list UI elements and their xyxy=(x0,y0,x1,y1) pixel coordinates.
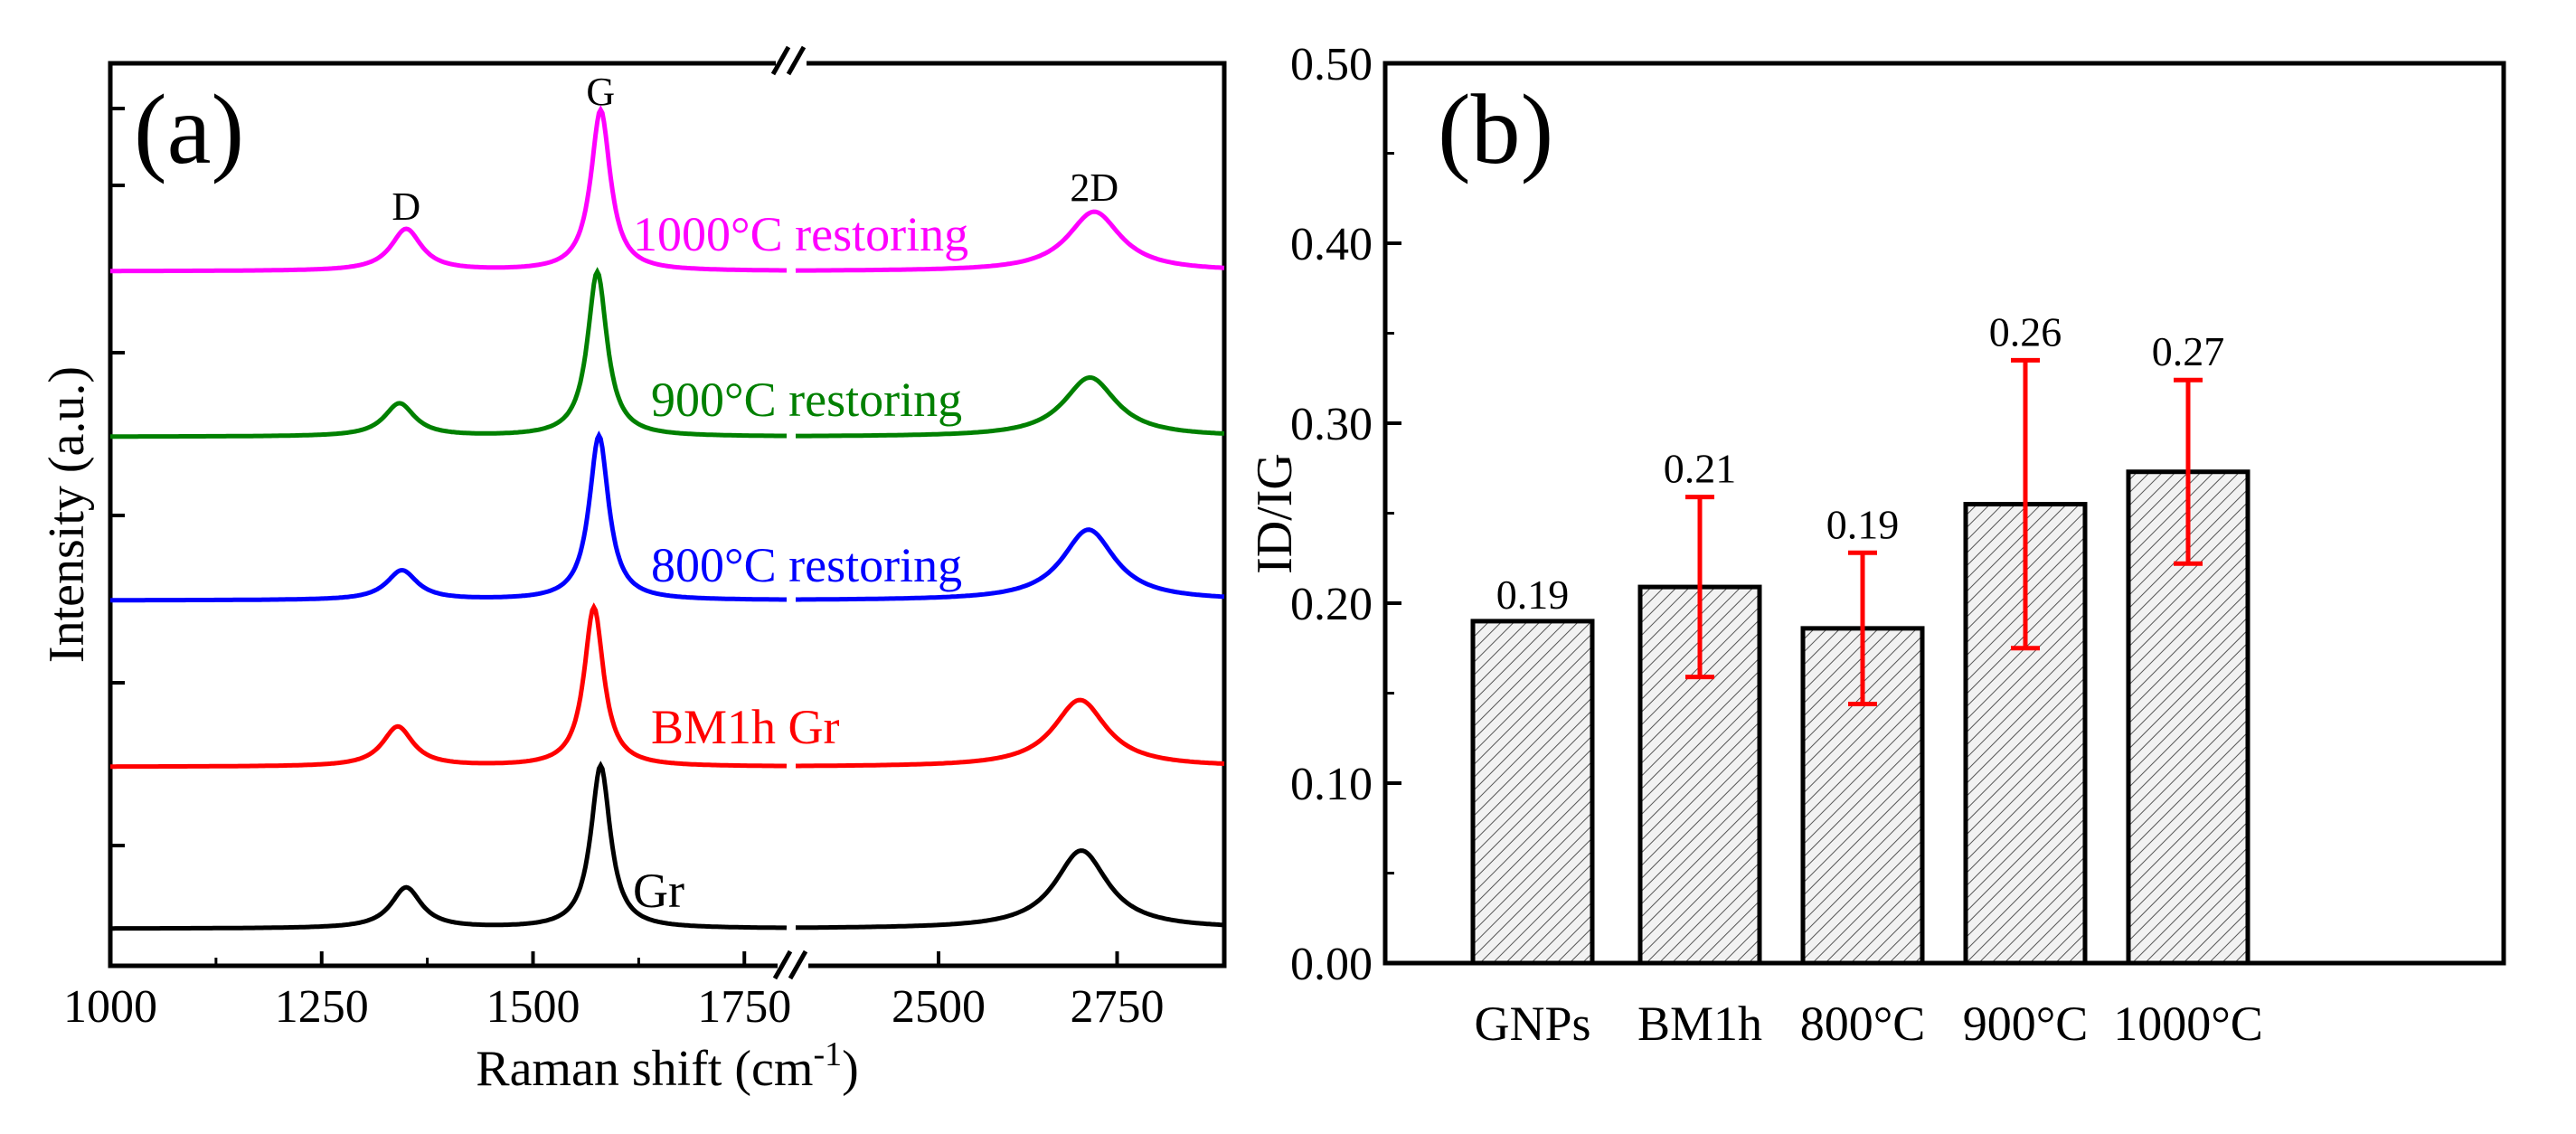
spectrum-line xyxy=(110,602,788,770)
spectra xyxy=(110,105,1225,931)
x-axis-label-sup: -1 xyxy=(813,1035,842,1073)
value-label: 0.19 xyxy=(1826,501,1900,547)
panel-a-frame xyxy=(108,61,1227,969)
peak-label: D xyxy=(392,184,420,229)
value-label: 0.19 xyxy=(1496,572,1570,618)
x-tick-label: 1250 xyxy=(275,981,369,1033)
y-tick-label: 0.20 xyxy=(1290,579,1373,630)
x-axis-label-close: ) xyxy=(842,1041,859,1097)
series-label: 800°C restoring xyxy=(651,538,962,592)
spectrum-line xyxy=(796,374,1225,439)
panel-a: (a) Intensity (a.u.) Raman shift (cm-1) … xyxy=(39,45,1227,1097)
value-labels: 0.19 0.21 0.19 0.26 0.27 xyxy=(1496,308,2225,618)
x-tick-label: 1500 xyxy=(486,981,580,1033)
panel-b: (b) ID/IG 0.000.100.200.300.400.50 0.190… xyxy=(1247,39,2506,1051)
category-labels: GNPs BM1h 800°C 900°C 1000°C xyxy=(1474,997,2262,1051)
category-label: BM1h xyxy=(1637,997,1762,1051)
series-label: BM1h Gr xyxy=(651,700,840,754)
value-label: 0.27 xyxy=(2152,328,2225,374)
peak-label: G xyxy=(586,70,615,114)
series-label: 1000°C restoring xyxy=(633,207,968,261)
spectrum-line xyxy=(795,209,1225,273)
y-ticks xyxy=(110,107,125,847)
bar xyxy=(1470,619,1595,966)
category-label: 1000°C xyxy=(2113,997,2263,1051)
x-axis-label: Raman shift (cm-1) xyxy=(476,1035,859,1097)
y-tick-label: 0.10 xyxy=(1290,759,1373,810)
x-tick-label: 2500 xyxy=(892,981,986,1033)
x-ticks: 1000 1250 1500 1750 2500 2750 xyxy=(63,951,1165,1033)
series-label: Gr xyxy=(633,864,684,918)
series-label: 900°C restoring xyxy=(651,373,962,427)
y-tick-label: 0.30 xyxy=(1290,399,1373,450)
peak-label: 2D xyxy=(1070,165,1118,210)
y-tick-label: 0.00 xyxy=(1290,939,1373,990)
spectrum-line xyxy=(110,430,787,603)
error-bars xyxy=(1685,357,2203,706)
spectrum-line xyxy=(796,527,1225,602)
peak-labels: D G 2D xyxy=(392,70,1118,229)
spectrum-line xyxy=(796,848,1225,931)
x-tick-label: 1000 xyxy=(63,981,157,1033)
x-tick-label: 1750 xyxy=(697,981,791,1033)
panel-b-label: (b) xyxy=(1438,74,1553,184)
axis-break-bottom xyxy=(772,950,808,980)
y-axis-label: ID/IG xyxy=(1247,453,1303,574)
category-label: 800°C xyxy=(1800,997,1926,1051)
category-label: 900°C xyxy=(1963,997,2089,1051)
y-tick-label: 0.40 xyxy=(1290,219,1373,270)
panel-a-label: (a) xyxy=(134,74,244,184)
y-tick-label: 0.50 xyxy=(1290,39,1373,90)
value-label: 0.26 xyxy=(1989,308,2062,354)
series-labels: Gr BM1h Gr 800°C restoring 900°C restoring 1… xyxy=(633,207,968,918)
y-ticks: 0.00 0.10 0.20 0.30 0.40 0.50 xyxy=(1290,39,1401,990)
y-axis-label: Intensity (a.u.) xyxy=(39,366,95,663)
spectrum-line xyxy=(110,105,787,274)
category-label: GNPs xyxy=(1474,997,1590,1051)
axis-break-top xyxy=(770,45,807,76)
value-label: 0.21 xyxy=(1664,446,1737,492)
spectrum-line xyxy=(110,761,788,931)
x-axis-label-text: Raman shift (cm xyxy=(476,1041,813,1097)
spectrum-line xyxy=(796,697,1225,769)
spectrum-line xyxy=(110,267,787,439)
x-tick-label: 2750 xyxy=(1071,981,1165,1033)
